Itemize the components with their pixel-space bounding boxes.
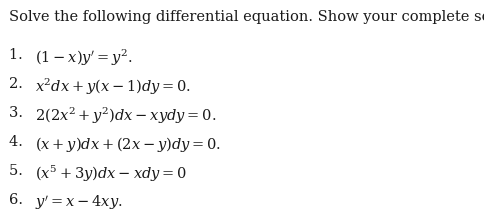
Text: $x^2dx + y(x - 1)dy = 0$.: $x^2dx + y(x - 1)dy = 0$. xyxy=(35,77,191,97)
Text: 2.: 2. xyxy=(9,77,27,91)
Text: $2(2x^2 + y^2)dx - xydy = 0$.: $2(2x^2 + y^2)dx - xydy = 0$. xyxy=(35,106,216,126)
Text: $(x^5 + 3y)dx - xdy = 0$: $(x^5 + 3y)dx - xdy = 0$ xyxy=(35,164,187,184)
Text: 4.: 4. xyxy=(9,135,27,149)
Text: 1.: 1. xyxy=(9,48,27,62)
Text: $(x + y)dx + (2x - y)dy = 0$.: $(x + y)dx + (2x - y)dy = 0$. xyxy=(35,135,221,154)
Text: 5.: 5. xyxy=(9,164,27,178)
Text: $y^{\prime} = x - 4xy$.: $y^{\prime} = x - 4xy$. xyxy=(35,193,122,212)
Text: Solve the following differential equation. Show your complete solution.: Solve the following differential equatio… xyxy=(9,10,484,24)
Text: $(1 - x)y^{\prime} = y^2$.: $(1 - x)y^{\prime} = y^2$. xyxy=(35,48,133,68)
Text: 6.: 6. xyxy=(9,193,27,207)
Text: 3.: 3. xyxy=(9,106,27,120)
